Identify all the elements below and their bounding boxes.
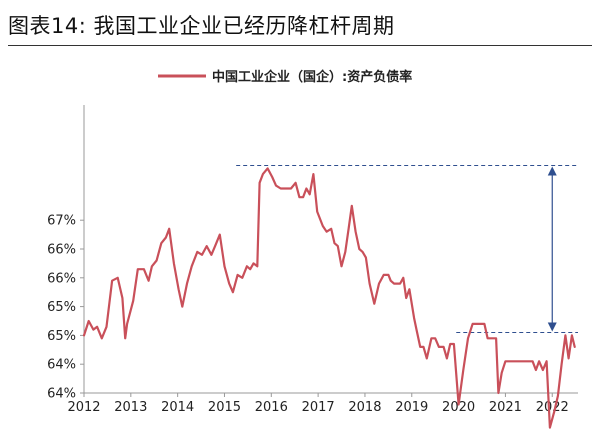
figure-title: 图表14: 我国工业企业已经历降杠杆周期 — [8, 14, 395, 38]
range-arrow-head-down — [547, 322, 557, 332]
x-tick-label: 2012 — [67, 400, 100, 415]
x-tick-label: 2015 — [208, 400, 241, 415]
reference-annotations — [236, 164, 578, 334]
y-tick-label: 65% — [47, 300, 76, 315]
x-tick-label: 2020 — [442, 400, 475, 415]
y-tick-label: 66% — [47, 243, 76, 258]
chart-legend: 中国工业企业（国企）:资产负债率 — [158, 69, 412, 85]
x-tick-label: 2022 — [536, 400, 569, 415]
y-tick-label: 65% — [47, 329, 76, 344]
series-line — [82, 167, 576, 429]
legend-label: 中国工业企业（国企）:资产负债率 — [212, 69, 412, 85]
series-group — [82, 167, 576, 429]
axes: 64% 64% 65% 65% 66% 66% 67% 2012 2013 2014 2015 201… — [47, 105, 578, 415]
y-tick-label: 64% — [47, 358, 76, 373]
x-tick-label: 2018 — [348, 400, 381, 415]
x-tick-label: 2017 — [302, 400, 335, 415]
x-tick-label: 2013 — [114, 400, 147, 415]
y-tick-label: 64% — [47, 387, 76, 402]
x-tick-label: 2021 — [489, 400, 522, 415]
title-rule — [8, 45, 592, 46]
x-tick-label: 2019 — [395, 400, 428, 415]
x-tick-label: 2016 — [255, 400, 288, 415]
range-arrow-head-up — [547, 166, 557, 176]
y-tick-label: 67% — [47, 214, 76, 229]
x-tick-label: 2014 — [161, 400, 194, 415]
y-tick-label: 66% — [47, 271, 76, 286]
